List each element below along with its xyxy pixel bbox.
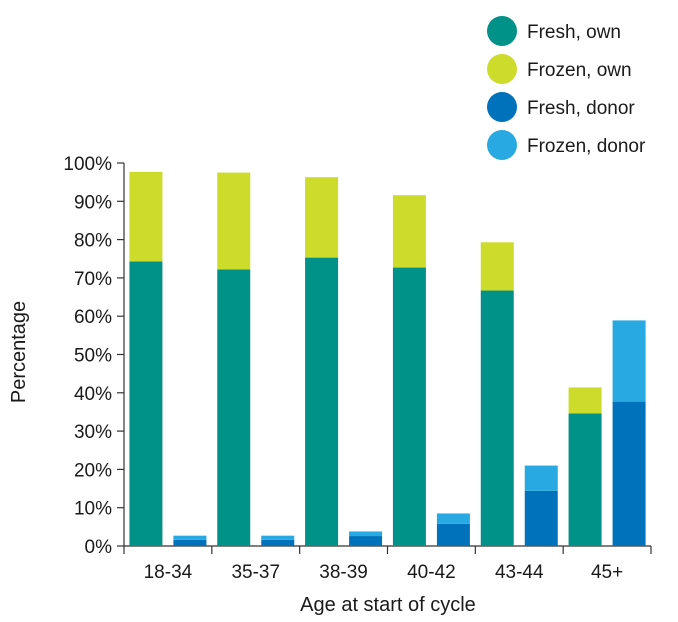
bar-segment-frozen-own-38-39 <box>305 177 339 258</box>
y-axis: 0% 10% 20% 30% 40% 50% 60% 70% 80% 90% 100% <box>63 154 125 558</box>
bar-segment-frozen-own-35-37 <box>217 172 251 270</box>
bar-segment-fresh-own-18-34 <box>129 261 163 546</box>
bars <box>129 171 646 546</box>
legend-swatch-fresh-own <box>487 16 517 46</box>
legend-swatch-frozen-own <box>487 54 517 84</box>
bar-segment-frozen-own-18-34 <box>129 171 163 262</box>
legend-label: Frozen, own <box>527 60 632 81</box>
y-tick-label: 0% <box>85 537 113 558</box>
bar-segment-fresh-own-40-42 <box>392 267 426 546</box>
bar-segment-fresh-donor-38-39 <box>349 536 383 546</box>
y-tick-label: 60% <box>74 307 112 328</box>
bar-segment-frozen-donor-38-39 <box>349 531 383 537</box>
x-tick-label: 40-42 <box>407 562 456 583</box>
x-tick-label: 35-37 <box>231 562 280 583</box>
bar-segment-fresh-donor-40-42 <box>436 523 470 546</box>
legend-label: Frozen, donor <box>527 136 646 157</box>
x-tick-label: 43-44 <box>495 562 544 583</box>
bar-segment-fresh-own-35-37 <box>217 269 251 546</box>
legend: Fresh, own Frozen, own Fresh, donor Frozen,… <box>487 16 646 160</box>
bar-segment-frozen-own-40-42 <box>392 195 426 268</box>
y-tick-label: 30% <box>74 422 112 443</box>
x-axis: 18-34 35-37 38-39 40-42 43-44 45+ <box>123 545 652 583</box>
y-tick-label: 50% <box>74 346 112 367</box>
legend-label: Fresh, own <box>527 22 621 43</box>
bar-segment-fresh-donor-18-34 <box>173 539 207 546</box>
bar-segment-frozen-own-45+ <box>568 387 602 414</box>
bar-segment-frozen-own-43-44 <box>480 242 514 291</box>
x-tick-label: 45+ <box>591 562 623 583</box>
y-tick-label: 80% <box>74 231 112 252</box>
y-axis-title: Percentage <box>8 301 30 403</box>
bar-segment-frozen-donor-35-37 <box>261 535 295 540</box>
bar-segment-fresh-donor-35-37 <box>261 539 295 546</box>
y-tick-label: 90% <box>74 192 112 213</box>
legend-label: Fresh, donor <box>527 98 635 119</box>
legend-swatch-fresh-donor <box>487 92 517 122</box>
y-tick-label: 70% <box>74 269 112 290</box>
y-tick-label: 40% <box>74 384 112 405</box>
x-tick-label: 38-39 <box>319 562 368 583</box>
bar-segment-fresh-own-45+ <box>568 413 602 546</box>
bar-segment-fresh-own-38-39 <box>305 257 339 546</box>
bar-segment-frozen-donor-45+ <box>612 320 646 402</box>
bar-segment-frozen-donor-18-34 <box>173 535 207 540</box>
bar-segment-fresh-donor-45+ <box>612 401 646 546</box>
bar-segment-fresh-own-43-44 <box>480 290 514 546</box>
bar-segment-frozen-donor-40-42 <box>436 513 470 524</box>
x-axis-title: Age at start of cycle <box>300 594 476 616</box>
x-tick-label: 18-34 <box>144 562 193 583</box>
y-tick-label: 10% <box>74 499 112 520</box>
bar-segment-frozen-donor-43-44 <box>524 465 558 491</box>
y-tick-label: 20% <box>74 460 112 481</box>
y-tick-label: 100% <box>63 154 112 175</box>
legend-swatch-frozen-donor <box>487 130 517 160</box>
bar-segment-fresh-donor-43-44 <box>524 490 558 546</box>
